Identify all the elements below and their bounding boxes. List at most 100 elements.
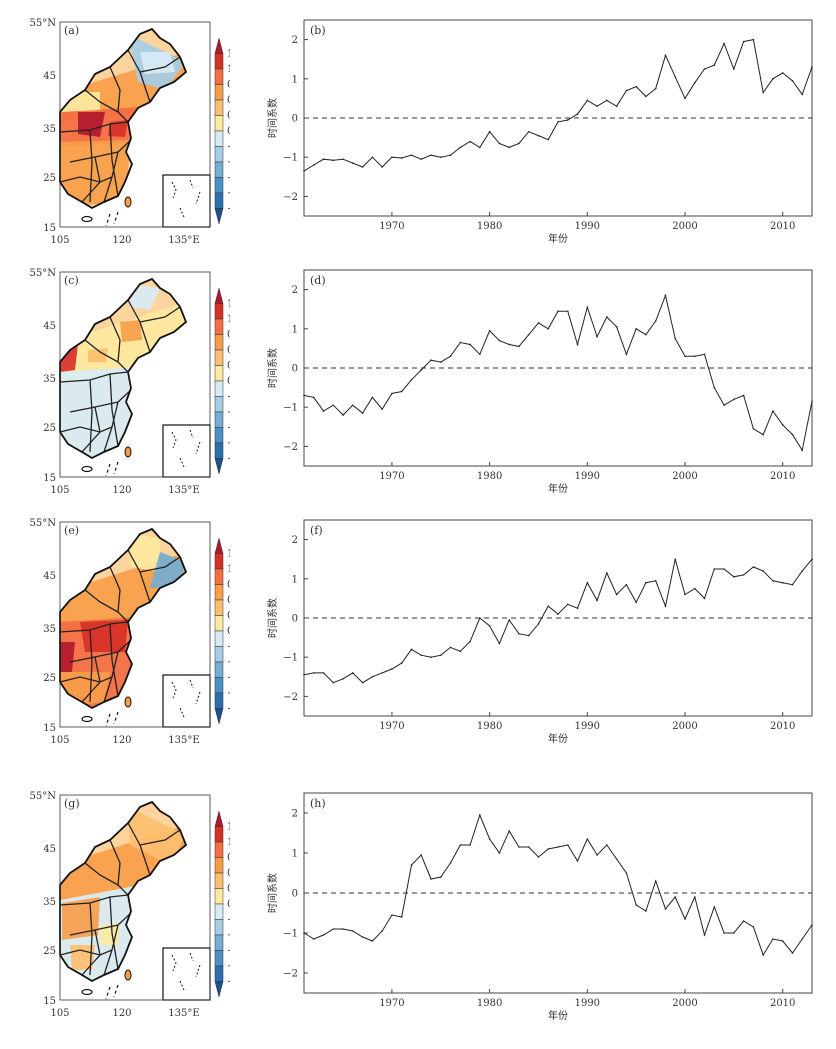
province-boundary [59, 621, 129, 633]
data-point [381, 672, 383, 674]
data-point [449, 154, 452, 157]
shading-patch [120, 320, 142, 342]
data-point [635, 904, 637, 906]
data-point [811, 66, 813, 68]
data-point [479, 617, 481, 619]
data-point [361, 936, 364, 938]
map-lon-tick: 105 [50, 1008, 69, 1019]
data-point [635, 328, 637, 330]
data-point [479, 814, 481, 816]
data-point [557, 121, 559, 123]
data-point [615, 326, 618, 328]
data-point [459, 146, 462, 149]
map-lon-tick: 135°E [168, 1008, 199, 1019]
colorbar-segment [214, 584, 224, 601]
data-point [488, 329, 491, 332]
y-axis-label: 时间系数 [266, 98, 279, 138]
data-point [762, 570, 764, 572]
x-tick-label: 1970 [379, 471, 404, 482]
data-point [606, 316, 608, 318]
data-point [723, 568, 725, 570]
data-point [332, 681, 335, 684]
data-point [420, 654, 423, 657]
data-point [352, 930, 354, 932]
colorbar-tip-bottom [214, 708, 224, 725]
x-tick-label: 1980 [477, 471, 502, 482]
province-boundary [69, 389, 132, 413]
colorbar-segment [214, 442, 224, 459]
data-point [566, 119, 569, 121]
colorbar-tick-label: −0.3 [227, 392, 230, 403]
data-point [742, 394, 745, 397]
data-point [508, 146, 510, 149]
map-lon-tick: 120 [112, 485, 131, 496]
colorbar-tick-label: −1.2 [227, 961, 230, 972]
data-point [410, 154, 413, 157]
colorbar-segment [214, 965, 224, 982]
map-lon-tick: 135°E [168, 735, 199, 746]
colorbar-segment [214, 599, 224, 616]
data-point [703, 68, 706, 70]
province-boundary [59, 121, 129, 133]
data-point [400, 916, 403, 918]
south-sea-inset [162, 424, 211, 478]
data-point [713, 386, 716, 389]
data-point [674, 558, 677, 560]
province-boundary [69, 639, 132, 663]
data-point [547, 605, 550, 608]
map-lat-tick: 45 [43, 571, 56, 582]
colorbar-tick-label: 0.3 [227, 111, 230, 122]
y-axis-label: 时间系数 [266, 348, 279, 388]
colorbar-segment [214, 365, 224, 382]
province-boundary [84, 339, 119, 363]
data-point [459, 844, 462, 846]
colorbar-segment [214, 192, 224, 209]
data-point [772, 410, 774, 412]
province-boundary [109, 839, 129, 896]
map-lat-tick: 15 [43, 223, 56, 234]
shading-patch [140, 52, 175, 74]
shading-patch [128, 534, 160, 572]
y-tick-label: 2 [292, 535, 298, 546]
province-boundary [103, 151, 119, 203]
colorbar-segment [214, 826, 224, 843]
timeseries-panel-label: (h) [310, 797, 326, 810]
y-tick-label: −2 [283, 192, 298, 203]
colorbar-segment [214, 553, 224, 570]
data-point [322, 158, 325, 160]
map-lat-tick: 35 [43, 124, 56, 135]
data-point [791, 79, 794, 82]
data-point [576, 607, 579, 609]
map-lat-tick: 45 [43, 71, 56, 82]
colorbar-tick-label: −1.5 [227, 454, 230, 465]
data-point [596, 599, 598, 602]
colorbar-segment [214, 934, 224, 951]
colorbar-segment [214, 411, 224, 428]
x-tick-label: 2010 [770, 471, 795, 482]
map-frame [59, 21, 211, 228]
data-point [527, 634, 530, 637]
data-point [625, 583, 628, 586]
data-point [527, 333, 530, 336]
data-point [381, 930, 383, 932]
data-point [498, 852, 501, 854]
data-point [303, 394, 305, 397]
south-sea-inset [162, 174, 211, 228]
data-point [615, 593, 618, 596]
colorbar-tick-label: −1.2 [227, 438, 230, 449]
province-boundary [109, 896, 119, 970]
data-point [400, 662, 403, 664]
data-point [400, 390, 403, 393]
x-tick-label: 2000 [672, 221, 697, 232]
data-point [342, 677, 344, 680]
colorbar-tick-label: 1.5 [227, 549, 230, 560]
colorbar-segment [214, 661, 224, 678]
data-point [420, 854, 423, 856]
province-boundary [59, 676, 113, 683]
province-boundary [59, 894, 129, 906]
island-taiwan [124, 696, 132, 708]
map-lat-tick: 25 [43, 673, 56, 684]
y-axis-label: 时间系数 [266, 598, 279, 638]
data-point [518, 846, 520, 848]
data-point [703, 934, 706, 936]
